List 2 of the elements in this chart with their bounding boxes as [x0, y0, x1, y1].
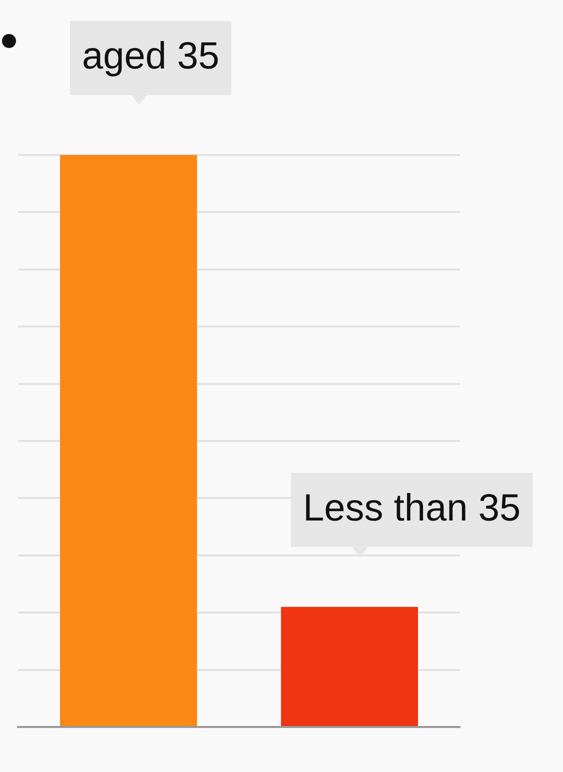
- x-tick-label: Less than 35: [302, 487, 521, 530]
- x-tick-label: aged 35: [82, 35, 220, 78]
